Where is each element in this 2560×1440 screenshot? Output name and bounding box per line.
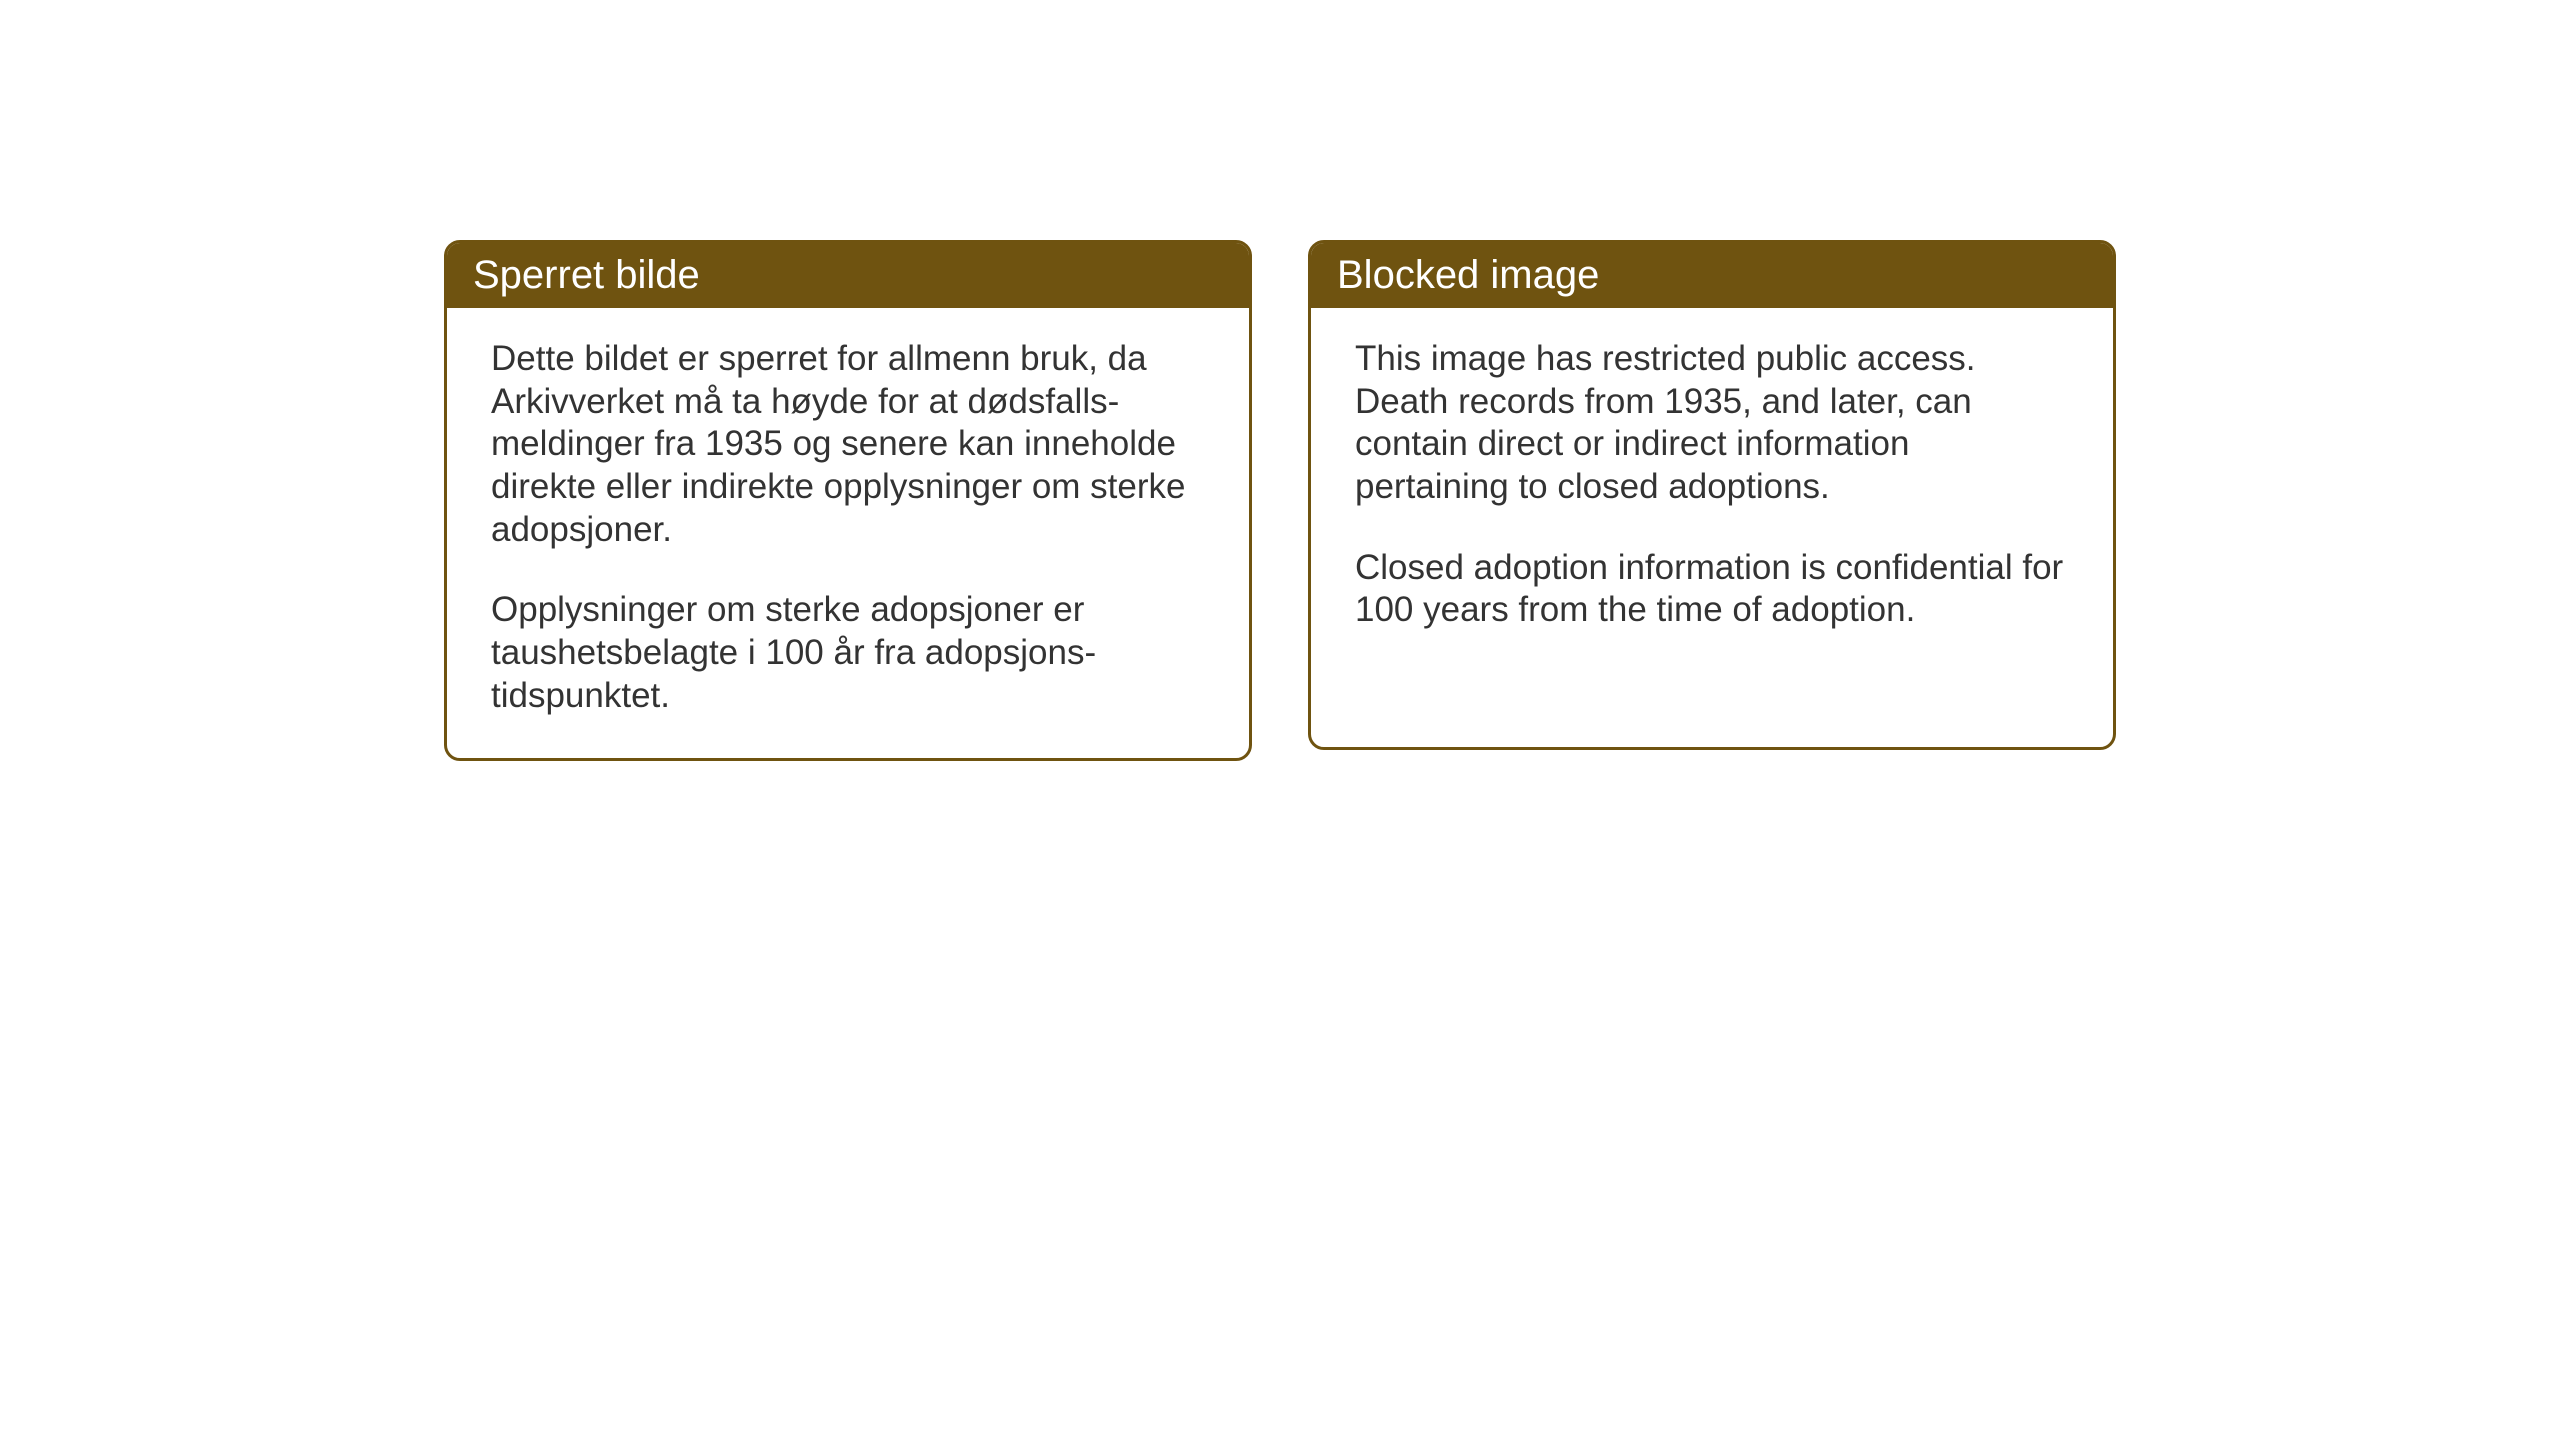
- paragraph-text: Closed adoption information is confident…: [1355, 547, 2069, 632]
- notice-container: Sperret bilde Dette bildet er sperret fo…: [444, 240, 2116, 761]
- paragraph-text: Dette bildet er sperret for allmenn bruk…: [491, 338, 1205, 551]
- paragraph-text: This image has restricted public access.…: [1355, 338, 2069, 509]
- card-body-norwegian: Dette bildet er sperret for allmenn bruk…: [447, 308, 1249, 758]
- notice-card-norwegian: Sperret bilde Dette bildet er sperret fo…: [444, 240, 1252, 761]
- card-header-norwegian: Sperret bilde: [447, 243, 1249, 308]
- notice-card-english: Blocked image This image has restricted …: [1308, 240, 2116, 750]
- paragraph-text: Opplysninger om sterke adopsjoner er tau…: [491, 589, 1205, 717]
- card-body-english: This image has restricted public access.…: [1311, 308, 2113, 672]
- card-header-english: Blocked image: [1311, 243, 2113, 308]
